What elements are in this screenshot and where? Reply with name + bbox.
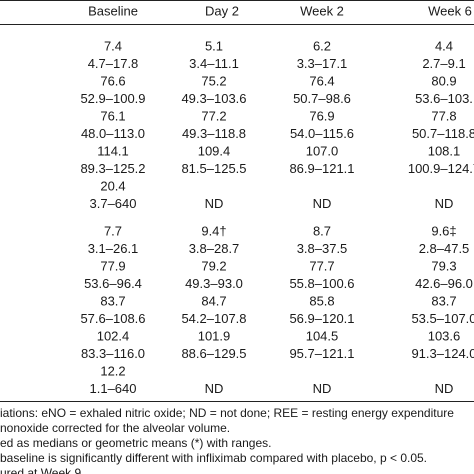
table-cell: 86.9–121.1 (289, 161, 354, 176)
table-cell: 76.9 (309, 108, 334, 123)
table-cell: 3.4–11.1 (189, 56, 239, 71)
table-cell: 50.7–98.6 (293, 91, 351, 106)
table-cell: 3.8–37.5 (297, 241, 348, 256)
table-cell: 80.9 (431, 73, 456, 88)
table-cell: ND (205, 196, 224, 211)
table-cell: 52.9–100.9 (80, 91, 145, 106)
table-cell: 75.2 (201, 73, 226, 88)
table-cell: 2.7–9.1 (422, 56, 465, 71)
table-cell: 53.6–103. (415, 91, 473, 106)
table-cell: 53.6–96.4 (84, 276, 142, 291)
table-cell: 77.9 (100, 258, 125, 273)
footnote: nonoxide corrected for the alveolar volu… (0, 421, 230, 435)
table-cell: 83.7 (100, 293, 125, 308)
table-cell: 3.1–26.1 (88, 241, 139, 256)
table-cell: 79.2 (201, 258, 226, 273)
table-cell: 56.9–120.1 (289, 311, 354, 326)
table-cell: 54.0–115.6 (290, 126, 354, 141)
table-cell: 108.1 (428, 143, 461, 158)
table-cell: 104.5 (306, 328, 339, 343)
table-cell: 7.7 (104, 223, 122, 238)
table-cell: 83.7 (431, 293, 456, 308)
footnote: ured at Week 9. (0, 466, 85, 474)
table-cell: 91.3–124.0 (411, 346, 474, 361)
table-cell: 103.6 (428, 328, 461, 343)
table-cell: 1.1–640 (90, 381, 137, 396)
table-cell: 49.3–103.6 (181, 91, 246, 106)
table-cell: 4.4 (435, 38, 453, 53)
table-cell: 5.1 (205, 38, 223, 53)
table-cell: 107.0 (306, 143, 339, 158)
table-cell: ND (435, 381, 454, 396)
table-cell: 12.2 (100, 363, 125, 378)
table-cell: 50.7–118.8 (412, 126, 474, 141)
table-cell: 88.6–129.5 (181, 346, 246, 361)
table-cell: 76.6 (100, 73, 125, 88)
table-cell: 55.8–100.6 (289, 276, 354, 291)
table-cell: ND (313, 381, 332, 396)
table-cell: 9.4† (201, 223, 226, 238)
footnote: baseline is significantly different with… (0, 451, 427, 465)
table-cell: 8.7 (313, 223, 331, 238)
column-header: Baseline (88, 3, 138, 18)
table-cell: 76.4 (309, 73, 334, 88)
table-cell: 79.3 (431, 258, 456, 273)
table-cell: 49.3–118.8 (182, 126, 246, 141)
table-cell: 7.4 (104, 38, 122, 53)
table-cell: 95.7–121.1 (289, 346, 354, 361)
table-cell: 77.8 (431, 108, 456, 123)
table-cell: 2.8–47.5 (419, 241, 470, 256)
footnote: ed as medians or geometric means (*) wit… (0, 436, 271, 450)
table-cell: 100.9–124.7 (408, 161, 474, 176)
table-cell: 85.8 (309, 293, 334, 308)
table-cell: 114.1 (97, 143, 129, 158)
table-cell: 109.4 (198, 143, 231, 158)
table-cell: 77.2 (201, 108, 226, 123)
table-cell: 54.2–107.8 (181, 311, 246, 326)
table-cell: 4.7–17.8 (88, 56, 139, 71)
table-cell: 6.2 (313, 38, 331, 53)
table-cell: 9.6‡ (431, 223, 456, 238)
table-cell: 57.6–108.6 (80, 311, 145, 326)
table-cell: 3.3–17.1 (297, 56, 348, 71)
column-header: Day 2 (205, 3, 239, 18)
table-cell: 49.3–93.0 (185, 276, 243, 291)
table-cell: 84.7 (201, 293, 226, 308)
table-cell: ND (205, 381, 224, 396)
table-cell: 77.7 (309, 258, 334, 273)
column-header: Week 6 (428, 3, 472, 18)
table-cell: 53.5–107.0 (411, 311, 474, 326)
table-cell: ND (435, 196, 454, 211)
table-cell: 20.4 (100, 178, 125, 193)
table-cell: 81.5–125.5 (181, 161, 246, 176)
table-cell: 3.8–28.7 (189, 241, 240, 256)
table-cell: 48.0–113.0 (81, 126, 145, 141)
table-cell: 83.3–116.0 (81, 346, 145, 361)
table-cell: 101.9 (198, 328, 231, 343)
table-cell: 42.6–96.0 (415, 276, 473, 291)
table-cell: 76.1 (100, 108, 125, 123)
table-cell: ND (313, 196, 332, 211)
column-header: Week 2 (300, 3, 344, 18)
footnote: iations: eNO = exhaled nitric oxide; ND … (0, 406, 454, 420)
table-cell: 89.3–125.2 (80, 161, 145, 176)
table-cell: 3.7–640 (90, 196, 137, 211)
table-cell: 102.4 (97, 328, 130, 343)
